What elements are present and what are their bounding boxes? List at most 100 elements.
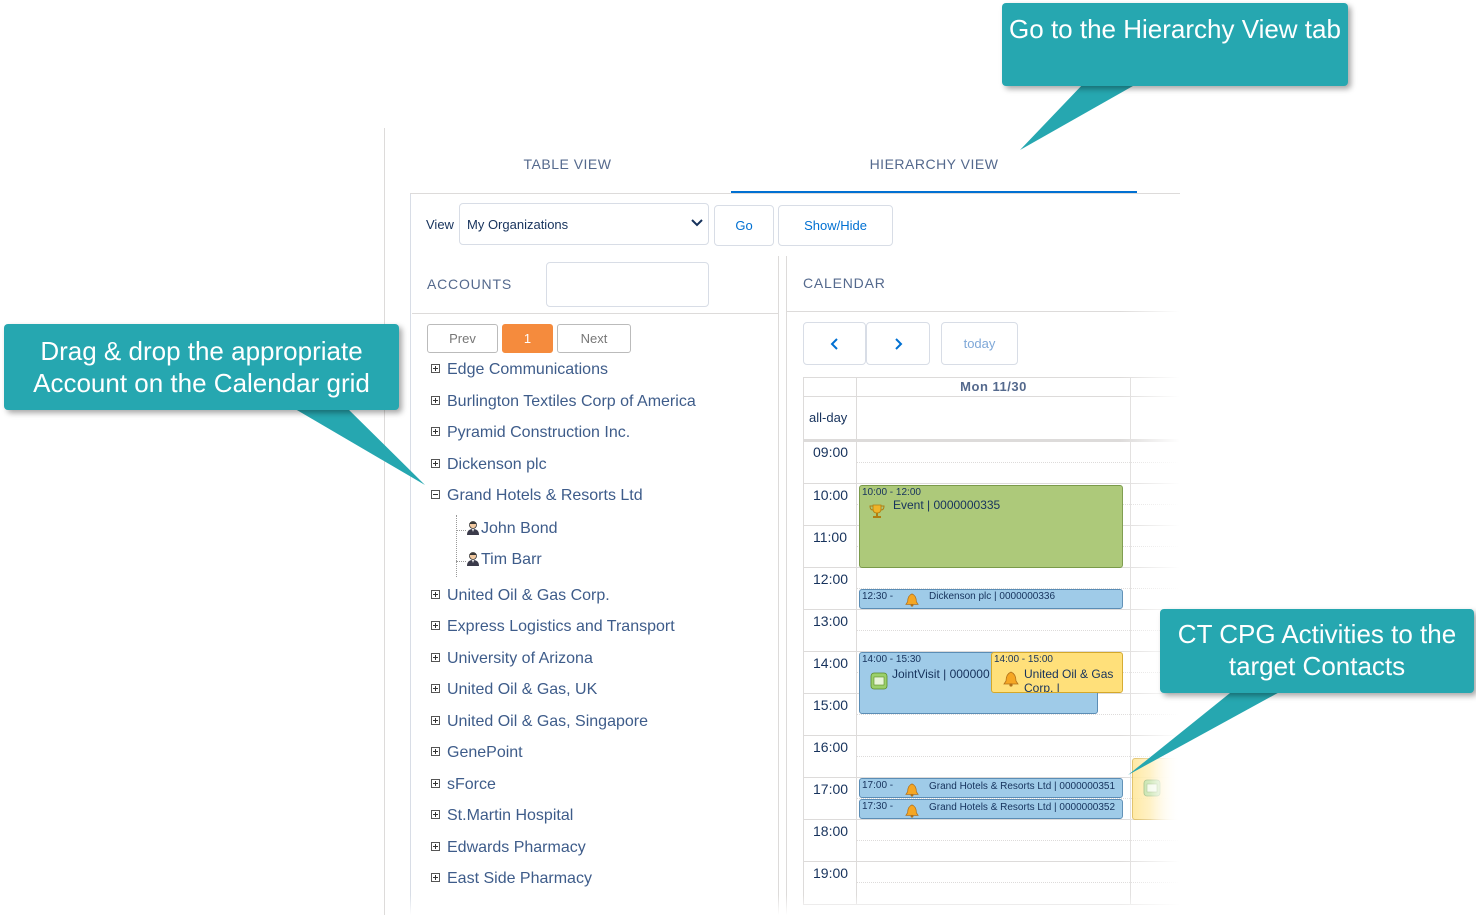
chevron-down-icon bbox=[691, 219, 703, 227]
expand-icon[interactable] bbox=[431, 810, 440, 819]
expand-icon[interactable] bbox=[431, 590, 440, 599]
pager-page-button[interactable]: 1 bbox=[502, 324, 553, 353]
half-hour-line bbox=[857, 630, 1180, 631]
account-item[interactable]: United Oil & Gas, UK bbox=[447, 681, 598, 698]
account-item[interactable]: Express Logistics and Transport bbox=[447, 618, 675, 635]
event-title: Dickenson plc | 0000000336 bbox=[929, 591, 1056, 602]
half-hour-line bbox=[857, 714, 1180, 715]
expand-icon[interactable] bbox=[431, 684, 440, 693]
calendar-event[interactable]: 12:30 - Dickenson plc | 0000000336 bbox=[859, 589, 1123, 609]
expand-icon[interactable] bbox=[431, 621, 440, 630]
tab-table-view[interactable]: TABLE VIEW bbox=[523, 156, 612, 172]
pager-next-button[interactable]: Next bbox=[557, 324, 631, 353]
half-hour-line bbox=[857, 756, 1180, 757]
time-label: 18:00 bbox=[813, 823, 849, 839]
expand-icon[interactable] bbox=[431, 396, 440, 405]
account-item[interactable]: Pyramid Construction Inc. bbox=[447, 424, 631, 441]
time-label: 17:00 bbox=[813, 781, 849, 797]
callout-ct-activities: CT CPG Activities to the target Contacts bbox=[1160, 609, 1474, 693]
pager-prev-button[interactable]: Prev bbox=[427, 324, 498, 353]
account-item-expanded[interactable]: Grand Hotels & Resorts Ltd bbox=[447, 487, 643, 504]
account-item[interactable]: Burlington Textiles Corp of America bbox=[447, 393, 696, 410]
time-label: 14:00 bbox=[813, 655, 849, 671]
allday-divider bbox=[803, 439, 1180, 441]
time-label: 15:00 bbox=[813, 697, 849, 713]
go-button[interactable]: Go bbox=[714, 205, 774, 246]
calendar-event[interactable]: 17:00 - Grand Hotels & Resorts Ltd | 000… bbox=[859, 778, 1123, 798]
event-title: Event | 0000000335 bbox=[893, 498, 1001, 512]
calendar-event[interactable]: 14:00 - 15:00 United Oil & Gas Corp. | bbox=[991, 652, 1123, 693]
accounts-search-input[interactable] bbox=[546, 262, 709, 307]
account-item[interactable]: United Oil & Gas, Singapore bbox=[447, 713, 648, 730]
hour-line bbox=[803, 819, 1180, 820]
account-item[interactable]: GenePoint bbox=[447, 744, 523, 761]
half-hour-line bbox=[857, 882, 1180, 883]
hour-line bbox=[803, 777, 1180, 778]
expand-icon[interactable] bbox=[431, 653, 440, 662]
event-time: 10:00 - 12:00 bbox=[862, 487, 921, 498]
time-label: 16:00 bbox=[813, 739, 849, 755]
hour-line bbox=[803, 609, 1180, 610]
account-item[interactable]: East Side Pharmacy bbox=[447, 870, 592, 887]
view-select[interactable] bbox=[459, 203, 709, 245]
visit-icon bbox=[870, 672, 888, 690]
time-label: 13:00 bbox=[813, 613, 849, 629]
expand-icon[interactable] bbox=[431, 459, 440, 468]
calendar-prev-button[interactable] bbox=[803, 322, 866, 365]
expand-icon[interactable] bbox=[431, 427, 440, 436]
event-title: JointVisit | 000000 bbox=[892, 667, 990, 681]
accounts-title: ACCOUNTS bbox=[427, 276, 512, 292]
calendar-event[interactable]: 17:30 - Grand Hotels & Resorts Ltd | 000… bbox=[859, 799, 1123, 819]
calendar-day-header: Mon 11/30 bbox=[960, 379, 1027, 394]
tabs-baseline bbox=[410, 193, 1180, 194]
time-label: 10:00 bbox=[813, 487, 849, 503]
show-hide-button[interactable]: Show/Hide bbox=[778, 205, 893, 246]
expand-icon[interactable] bbox=[431, 842, 440, 851]
account-item[interactable]: Edge Communications bbox=[447, 361, 608, 378]
time-label: 19:00 bbox=[813, 865, 849, 881]
allday-label: all-day bbox=[809, 410, 848, 425]
calendar-header-line bbox=[803, 396, 1180, 397]
calendar-event[interactable]: 10:00 - 12:00 Event | 0000000335 bbox=[859, 485, 1123, 568]
calendar-today-button[interactable]: today bbox=[941, 322, 1018, 365]
expand-icon[interactable] bbox=[431, 779, 440, 788]
accounts-header-divider bbox=[412, 313, 778, 314]
account-item[interactable]: University of Arizona bbox=[447, 650, 593, 667]
expand-icon[interactable] bbox=[431, 747, 440, 756]
contact-item[interactable]: Tim Barr bbox=[481, 551, 542, 568]
expand-icon[interactable] bbox=[431, 873, 440, 882]
account-item[interactable]: Edwards Pharmacy bbox=[447, 839, 586, 856]
view-select-value: My Organizations bbox=[467, 217, 569, 232]
collapse-icon[interactable] bbox=[431, 490, 440, 499]
account-item[interactable]: sForce bbox=[447, 776, 496, 793]
time-label: 11:00 bbox=[813, 529, 847, 545]
event-title: United Oil & Gas Corp. | bbox=[1024, 667, 1114, 693]
column-divider bbox=[778, 256, 779, 915]
event-title: Grand Hotels & Resorts Ltd | 0000000352 bbox=[929, 802, 1116, 813]
calendar-next-button[interactable] bbox=[866, 322, 930, 365]
view-label: View bbox=[426, 217, 454, 232]
contact-icon bbox=[467, 552, 479, 566]
half-hour-line bbox=[857, 840, 1180, 841]
account-item[interactable]: Dickenson plc bbox=[447, 456, 547, 473]
event-time: 17:00 - bbox=[862, 780, 894, 791]
expand-icon[interactable] bbox=[431, 716, 440, 725]
event-title: Grand Hotels & Resorts Ltd | 0000000351 bbox=[929, 781, 1116, 792]
tab-hierarchy-view[interactable]: HIERARCHY VIEW bbox=[869, 156, 999, 172]
column-divider bbox=[786, 256, 787, 915]
tree-connector bbox=[456, 530, 466, 531]
fade-overlay bbox=[1120, 194, 1180, 915]
calendar-title: CALENDAR bbox=[803, 275, 886, 291]
contact-item[interactable]: John Bond bbox=[481, 520, 558, 537]
account-item[interactable]: St.Martin Hospital bbox=[447, 807, 574, 824]
bell-icon bbox=[905, 593, 919, 607]
trophy-icon bbox=[869, 504, 885, 518]
bell-icon bbox=[905, 783, 919, 797]
tree-connector bbox=[456, 515, 457, 577]
page-divider bbox=[384, 128, 385, 915]
callout-hierarchy-tab: Go to the Hierarchy View tab bbox=[1002, 3, 1348, 86]
bell-icon bbox=[905, 804, 919, 818]
account-item[interactable]: United Oil & Gas Corp. bbox=[447, 587, 610, 604]
expand-icon[interactable] bbox=[431, 364, 440, 373]
chevron-right-icon bbox=[895, 338, 903, 350]
